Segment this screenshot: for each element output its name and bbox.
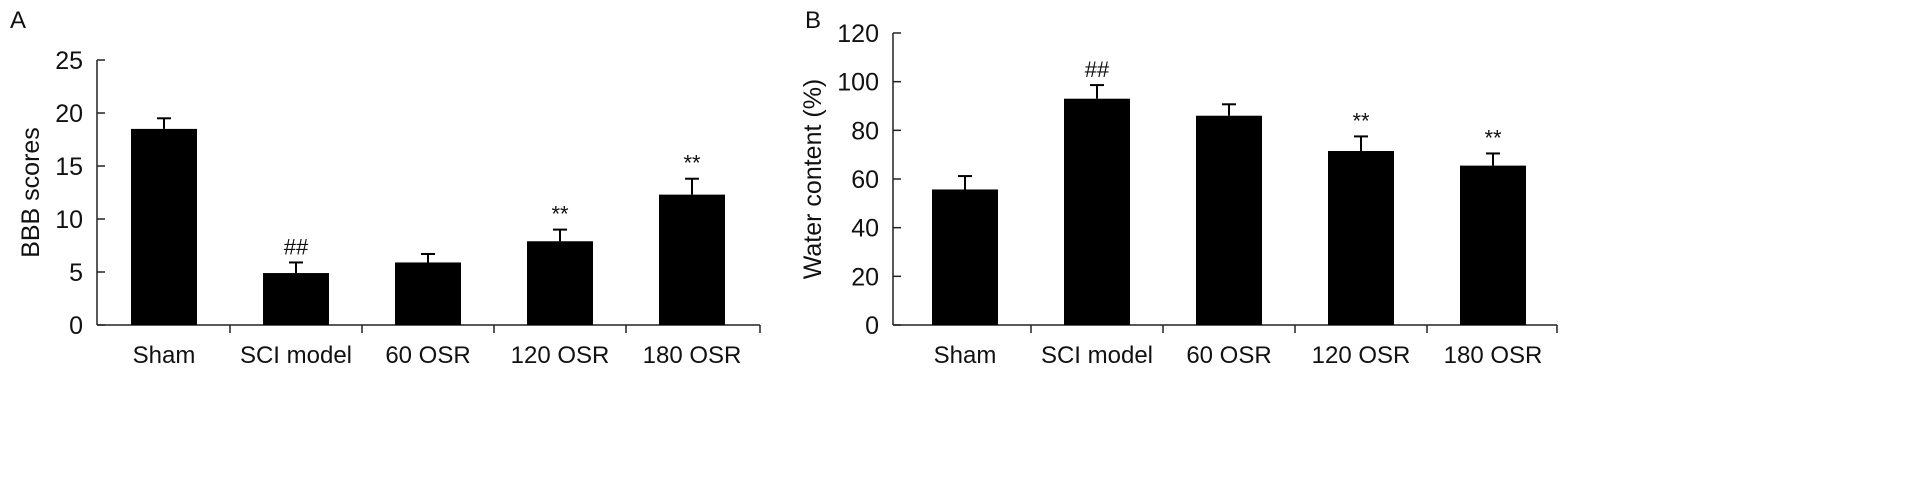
y-tick-label: 0 [69,312,83,340]
bar-180-osr [659,194,725,325]
x-tick-label: 120 OSR [511,342,610,369]
y-tick-label: 100 [837,69,879,97]
x-tick-label: SCI model [1041,342,1153,369]
y-tick-label: 20 [851,263,879,291]
x-tick-label: 60 OSR [1186,342,1271,369]
bar-120-osr [527,241,593,325]
bar-sham [131,128,197,325]
y-axis-label: Water content (%) [799,79,827,280]
x-tick-label: 120 OSR [1312,342,1411,369]
x-tick-label: Sham [133,342,196,369]
significance-marker: ** [1352,108,1370,133]
panel-label: B [805,7,821,34]
x-tick-label: Sham [934,342,997,369]
x-tick-label: 180 OSR [643,342,742,369]
y-tick-label: 80 [851,117,879,145]
significance-marker: ** [1484,125,1502,150]
bar-60-osr [1196,115,1262,325]
bar-180-osr [1460,165,1526,325]
significance-marker: ** [683,151,701,176]
significance-marker: ## [1085,57,1110,82]
y-tick-label: 20 [55,100,83,128]
significance-marker: ** [551,202,569,227]
bar-60-osr [395,262,461,325]
y-tick-label: 120 [837,20,879,48]
panel-label: A [10,7,26,34]
y-tick-label: 15 [55,153,83,181]
bar-sham [932,189,998,325]
significance-marker: ## [284,234,309,259]
bar-120-osr [1328,151,1394,325]
y-tick-label: 25 [55,47,83,75]
x-tick-label: 180 OSR [1444,342,1543,369]
y-tick-label: 10 [55,206,83,234]
y-axis-label: BBB scores [17,127,45,258]
y-tick-label: 40 [851,215,879,243]
bar-sci-model [1064,98,1130,325]
y-tick-label: 5 [69,259,83,287]
x-tick-label: 60 OSR [385,342,470,369]
bar-sci-model [263,273,329,325]
x-tick-label: SCI model [240,342,352,369]
y-tick-label: 0 [865,312,879,340]
y-tick-label: 60 [851,166,879,194]
